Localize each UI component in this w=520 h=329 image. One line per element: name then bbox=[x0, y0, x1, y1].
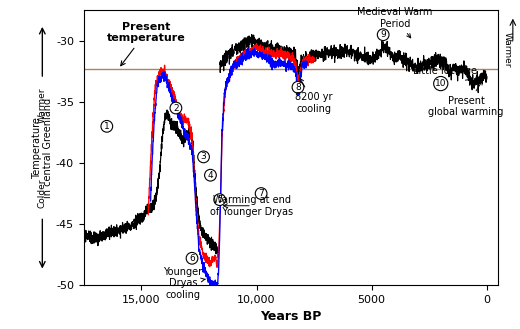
Text: 6: 6 bbox=[189, 254, 195, 263]
Text: Younger
Dryas
cooling: Younger Dryas cooling bbox=[163, 267, 205, 300]
Text: 5: 5 bbox=[217, 195, 223, 204]
Text: Colder: Colder bbox=[38, 179, 47, 208]
Y-axis label: Temperature
in central Greenland: Temperature in central Greenland bbox=[32, 98, 53, 198]
X-axis label: Years BP: Years BP bbox=[261, 311, 322, 323]
Text: 1: 1 bbox=[104, 122, 110, 131]
Text: Warmer: Warmer bbox=[502, 32, 512, 68]
Text: 9: 9 bbox=[380, 30, 386, 39]
Text: Warming at end
of Younger Dryas: Warming at end of Younger Dryas bbox=[211, 195, 293, 216]
Text: 10: 10 bbox=[435, 79, 447, 88]
Text: Little Ice Age: Little Ice Age bbox=[413, 66, 477, 80]
Text: 3: 3 bbox=[201, 152, 206, 162]
Text: Warmer: Warmer bbox=[38, 87, 47, 123]
Text: 2: 2 bbox=[173, 104, 179, 113]
Text: Present
global warming: Present global warming bbox=[428, 81, 504, 117]
Text: 8200 yr
cooling: 8200 yr cooling bbox=[295, 78, 333, 114]
Text: 4: 4 bbox=[207, 171, 213, 180]
Text: Present
temperature: Present temperature bbox=[107, 22, 185, 66]
Text: 8: 8 bbox=[295, 83, 301, 92]
Text: 7: 7 bbox=[258, 189, 264, 198]
Text: Medieval Warm
Period: Medieval Warm Period bbox=[357, 7, 433, 38]
